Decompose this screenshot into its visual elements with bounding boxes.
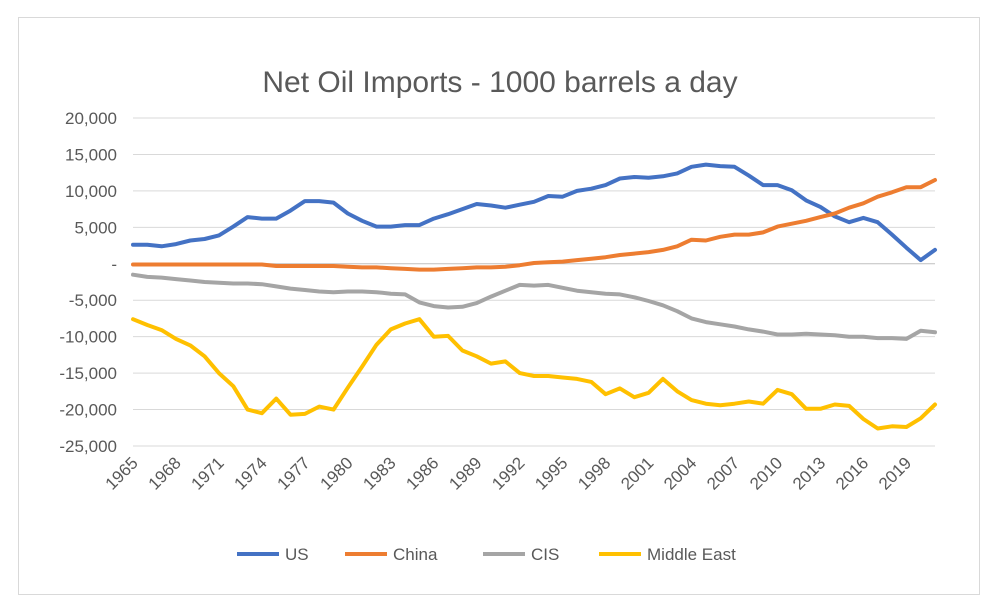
- x-tick-label: 1968: [145, 453, 185, 493]
- legend-label: China: [393, 545, 438, 564]
- series-line-cis: [131, 272, 937, 341]
- y-tick-label: 10,000: [65, 182, 117, 201]
- x-tick-label: 1992: [488, 453, 528, 493]
- y-tick-label: -10,000: [59, 328, 117, 347]
- x-tick-label: 2004: [660, 453, 700, 493]
- x-tick-label: 1974: [231, 453, 271, 493]
- y-tick-label: -5,000: [69, 291, 117, 310]
- y-tick-label: -25,000: [59, 437, 117, 456]
- y-tick-label: -: [111, 255, 117, 274]
- x-tick-label: 2013: [789, 453, 829, 493]
- y-tick-label: 5,000: [74, 218, 117, 237]
- legend-label: US: [285, 545, 309, 564]
- x-tick-label: 2019: [875, 453, 915, 493]
- legend-label: CIS: [531, 545, 559, 564]
- series-lines: [131, 162, 937, 431]
- x-tick-label: 1983: [359, 453, 399, 493]
- y-tick-label: 15,000: [65, 145, 117, 164]
- x-tick-label: 1971: [188, 453, 228, 493]
- x-axis-tick-labels: 1965 1968 1971 1974 1977 1980 1983 1986 1989 1992…: [102, 453, 916, 493]
- series-line-china: [131, 178, 937, 272]
- x-tick-label: 1977: [274, 453, 314, 493]
- x-tick-label: 2010: [746, 453, 786, 493]
- x-tick-label: 1998: [574, 453, 614, 493]
- legend-label: Middle East: [647, 545, 736, 564]
- series-line-us: [131, 162, 937, 263]
- x-tick-label: 2001: [617, 453, 657, 493]
- y-tick-label: 20,000: [65, 109, 117, 128]
- series-line-middle-east: [131, 317, 937, 431]
- y-axis-tick-labels: 20,000 15,000 10,000 5,000 - -5,000 -10,000 -15…: [59, 109, 117, 456]
- x-tick-label: 1965: [102, 453, 142, 493]
- y-tick-label: -20,000: [59, 401, 117, 420]
- legend: US China CIS Middle East: [237, 545, 736, 564]
- chart-container: Net Oil Imports - 1000 barrels a day 20,…: [18, 17, 980, 595]
- x-tick-label: 2007: [703, 453, 743, 493]
- x-tick-label: 1980: [316, 453, 356, 493]
- x-tick-label: 1989: [445, 453, 485, 493]
- y-tick-label: -15,000: [59, 364, 117, 383]
- chart-title: Net Oil Imports - 1000 barrels a day: [262, 66, 737, 99]
- line-chart: Net Oil Imports - 1000 barrels a day 20,…: [59, 66, 937, 564]
- x-tick-label: 2016: [832, 453, 872, 493]
- x-tick-label: 1995: [531, 453, 571, 493]
- x-tick-label: 1986: [402, 453, 442, 493]
